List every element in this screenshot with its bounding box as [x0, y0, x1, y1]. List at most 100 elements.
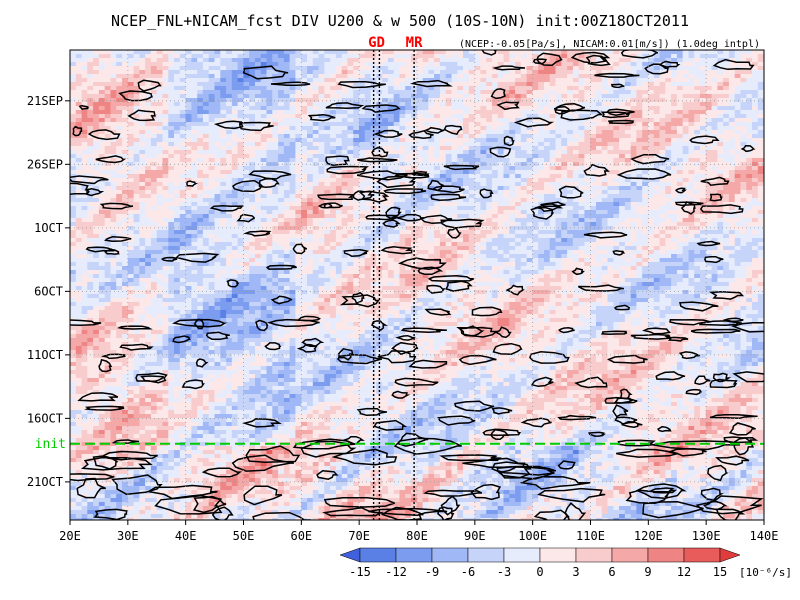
field-cell	[486, 134, 493, 139]
field-cell	[237, 74, 244, 79]
field-cell	[457, 102, 464, 107]
field-cell	[480, 162, 487, 167]
field-cell	[752, 62, 759, 67]
field-cell	[700, 154, 707, 159]
field-cell	[307, 70, 314, 75]
field-cell	[705, 186, 713, 191]
field-cell	[538, 86, 545, 91]
field-cell	[613, 130, 620, 135]
field-cell	[191, 106, 198, 111]
field-cell	[197, 142, 204, 147]
field-cell	[728, 154, 736, 159]
field-cell	[723, 154, 730, 159]
field-cell	[399, 94, 406, 99]
field-cell	[694, 158, 701, 163]
field-cell	[636, 50, 643, 55]
field-cell	[746, 110, 753, 115]
field-cell	[202, 190, 210, 195]
field-cell	[93, 70, 100, 75]
field-cell	[653, 190, 661, 195]
field-cell	[168, 138, 175, 143]
field-cell	[208, 106, 216, 111]
field-cell	[364, 82, 372, 87]
field-cell	[150, 210, 158, 215]
field-cell	[659, 74, 666, 79]
field-cell	[70, 62, 77, 67]
field-cell	[116, 214, 123, 219]
field-cell	[619, 94, 626, 99]
field-cell	[289, 122, 296, 127]
field-cell	[463, 54, 470, 59]
field-cell	[87, 54, 94, 59]
field-cell	[145, 146, 152, 151]
field-cell	[318, 146, 325, 151]
field-cell	[330, 174, 337, 179]
field-cell	[491, 202, 499, 207]
field-cell	[451, 198, 458, 203]
field-cell	[526, 170, 533, 175]
field-cell	[289, 138, 296, 143]
field-cell	[723, 158, 730, 163]
field-cell	[139, 134, 146, 139]
field-cell	[87, 178, 94, 183]
field-cell	[746, 106, 753, 111]
field-cell	[428, 98, 435, 103]
field-cell	[214, 98, 221, 103]
field-cell	[463, 182, 470, 187]
field-cell	[434, 70, 441, 75]
field-cell	[416, 62, 424, 67]
field-cell	[231, 106, 239, 111]
field-cell	[746, 138, 753, 143]
field-cell	[428, 122, 435, 127]
field-cell	[538, 106, 545, 111]
field-cell	[156, 62, 164, 67]
field-cell	[312, 122, 320, 127]
field-cell	[665, 134, 672, 139]
field-cell	[728, 150, 736, 155]
field-cell	[596, 202, 603, 207]
field-cell	[480, 138, 487, 143]
field-cell	[682, 174, 690, 179]
field-cell	[359, 54, 366, 59]
field-cell	[122, 162, 129, 167]
field-cell	[544, 194, 551, 199]
field-cell	[220, 142, 227, 147]
field-cell	[480, 210, 487, 215]
field-cell	[266, 186, 273, 191]
field-cell	[497, 110, 505, 115]
field-cell	[740, 106, 747, 111]
field-cell	[463, 70, 470, 75]
field-cell	[197, 114, 204, 119]
field-cell	[87, 78, 94, 83]
field-cell	[676, 102, 684, 107]
field-cell	[260, 74, 268, 79]
field-cell	[393, 90, 401, 95]
field-cell	[191, 54, 198, 59]
field-cell	[457, 194, 464, 199]
field-cell	[578, 50, 585, 55]
field-cell	[156, 122, 164, 127]
field-cell	[370, 142, 377, 147]
field-cell	[463, 62, 470, 67]
field-cell	[636, 166, 643, 171]
field-cell	[728, 94, 736, 99]
field-cell	[746, 190, 753, 195]
field-cell	[359, 186, 366, 191]
field-cell	[428, 170, 435, 175]
field-cell	[179, 154, 187, 159]
field-cell	[307, 158, 314, 163]
field-cell	[700, 130, 707, 135]
field-cell	[307, 182, 314, 187]
field-cell	[763, 166, 764, 171]
field-cell	[98, 54, 106, 59]
field-cell	[70, 66, 77, 71]
field-cell	[272, 154, 279, 159]
field-cell	[393, 142, 401, 147]
field-cell	[133, 190, 140, 195]
field-cell	[174, 106, 181, 111]
field-cell	[601, 138, 609, 143]
field-cell	[214, 114, 221, 119]
field-cell	[717, 82, 724, 87]
field-cell	[98, 146, 106, 151]
field-cell	[226, 86, 233, 91]
